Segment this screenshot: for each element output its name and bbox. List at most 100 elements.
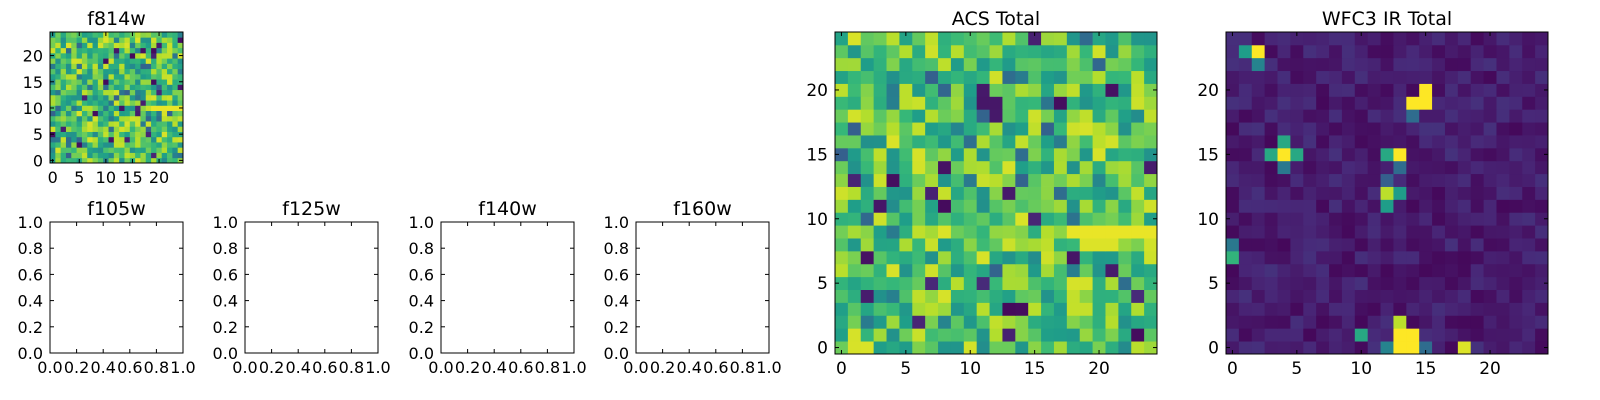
x-tick-label: 0	[1227, 359, 1238, 379]
heatmap-cell	[113, 58, 120, 64]
heatmap-cell	[1092, 32, 1106, 46]
heatmap-cell	[1329, 96, 1343, 110]
heatmap-cell	[1144, 315, 1158, 329]
axes-frame	[1225, 31, 1549, 355]
heatmap-cell	[50, 73, 56, 80]
heatmap-cell	[873, 57, 887, 72]
heatmap-cell	[151, 79, 157, 85]
heatmap-cell	[1419, 44, 1433, 59]
heatmap-cell	[835, 212, 849, 226]
heatmap-cell	[1118, 199, 1132, 213]
heatmap-cell	[1406, 122, 1420, 136]
heatmap-cell	[156, 142, 163, 148]
heatmap-cell	[92, 136, 99, 143]
heatmap-cell	[156, 115, 163, 122]
heatmap-cell	[1002, 289, 1016, 303]
heatmap-cell	[124, 58, 131, 64]
heatmap-cell	[989, 109, 1003, 123]
heatmap-cell	[1131, 57, 1145, 72]
heatmap-cell	[950, 263, 965, 278]
heatmap-cell	[1226, 341, 1240, 355]
heatmap-cell	[1354, 302, 1369, 316]
heatmap-cell	[60, 152, 67, 159]
heatmap-cell	[108, 105, 115, 111]
heatmap-cell	[1028, 276, 1042, 290]
heatmap-cell	[1457, 238, 1472, 252]
heatmap-cell	[1470, 289, 1484, 303]
heatmap-cell	[835, 302, 849, 316]
heatmap-cell	[1444, 212, 1459, 226]
heatmap-cell	[161, 94, 168, 101]
y-tick-label: 0.2	[604, 318, 629, 337]
heatmap-cell	[1264, 57, 1278, 72]
heatmap-cell	[1131, 289, 1145, 303]
heatmap-cell	[1432, 173, 1446, 187]
y-tick-label: 0.6	[604, 265, 629, 284]
heatmap-cell	[1028, 147, 1042, 162]
heatmap-cell	[1380, 96, 1394, 110]
heatmap-cell	[129, 142, 136, 148]
heatmap-cell	[1380, 199, 1394, 213]
heatmap-cell	[87, 63, 93, 70]
heatmap-cell	[1367, 147, 1381, 162]
heatmap-cell	[1053, 328, 1068, 342]
y-tick-label: 0.0	[604, 344, 629, 363]
heatmap-cell	[1238, 328, 1253, 342]
heatmap-cell	[140, 147, 147, 153]
heatmap-cell	[172, 32, 179, 38]
heatmap-cell	[1002, 328, 1016, 342]
heatmap-cell	[119, 131, 125, 138]
heatmap-cell	[103, 89, 109, 96]
heatmap-cell	[1522, 147, 1536, 162]
heatmap-cell	[1341, 135, 1356, 149]
heatmap-cell	[60, 100, 67, 106]
heatmap-cell	[124, 157, 131, 164]
heatmap-cell	[129, 42, 136, 49]
heatmap-cell	[135, 121, 141, 127]
heatmap-cell	[1457, 135, 1472, 149]
heatmap-cell	[1028, 225, 1042, 239]
heatmap-cell	[847, 238, 862, 252]
heatmap-cell	[1380, 212, 1394, 226]
heatmap-cell	[145, 89, 152, 96]
heatmap-cell	[1341, 70, 1356, 84]
heatmap-cell	[119, 84, 125, 91]
heatmap-cell	[81, 110, 88, 117]
heatmap-cell	[1535, 328, 1549, 342]
heatmap-cell	[1277, 225, 1291, 239]
heatmap-cell	[151, 42, 157, 49]
heatmap-cell	[1341, 315, 1356, 329]
heatmap-cell	[1329, 44, 1343, 59]
heatmap-cell	[113, 157, 120, 164]
heatmap-cell	[1028, 302, 1042, 316]
heatmap-cell	[847, 109, 862, 123]
heatmap-cell	[1303, 315, 1317, 329]
heatmap-cell	[124, 121, 131, 127]
heatmap-cell	[161, 47, 168, 54]
heatmap-cell	[1367, 328, 1381, 342]
x-tick-label: 15	[1024, 359, 1046, 379]
heatmap-cell	[1118, 44, 1132, 59]
heatmap-cell	[1509, 135, 1523, 149]
heatmap-cell	[81, 136, 88, 143]
heatmap-cell	[1053, 276, 1068, 290]
heatmap-cell	[1264, 135, 1278, 149]
heatmap-cell	[103, 142, 109, 148]
heatmap-cell	[1105, 57, 1119, 72]
heatmap-cell	[140, 63, 147, 70]
heatmap-cell	[976, 70, 990, 84]
heatmap-cell	[1393, 70, 1407, 84]
heatmap-cell	[1406, 32, 1420, 46]
heatmap-cell	[1041, 160, 1055, 175]
heatmap-cell	[1251, 186, 1266, 200]
heatmap-cell	[87, 89, 93, 96]
heatmap-cell	[1144, 32, 1158, 46]
heatmap-cell	[1105, 83, 1119, 97]
heatmap-cell	[50, 42, 56, 49]
heatmap-cell	[1041, 212, 1055, 226]
heatmap-cell	[835, 44, 849, 59]
heatmap-cell	[1079, 199, 1093, 213]
heatmap-cell	[172, 84, 179, 91]
heatmap-cell	[860, 238, 875, 252]
heatmap-cell	[1303, 276, 1317, 290]
